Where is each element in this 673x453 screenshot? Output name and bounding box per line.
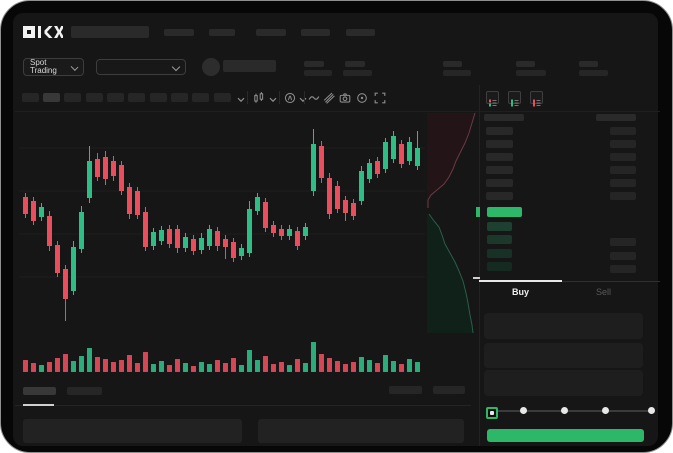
logo-adjacent-placeholder bbox=[71, 26, 149, 38]
candle-style-icon[interactable] bbox=[253, 92, 265, 104]
order-input-field[interactable] bbox=[484, 370, 643, 396]
bottom-tab[interactable] bbox=[67, 387, 102, 395]
ask-price-placeholder[interactable] bbox=[486, 153, 513, 161]
timeframe-button[interactable] bbox=[171, 93, 188, 102]
timeframe-button[interactable] bbox=[22, 93, 39, 102]
bottom-action-placeholder[interactable] bbox=[389, 386, 422, 394]
market-type-select[interactable]: Spot Trading bbox=[23, 58, 84, 76]
bottom-action-placeholder[interactable] bbox=[433, 386, 465, 394]
stat-label-placeholder bbox=[443, 61, 462, 67]
book-bids-icon[interactable] bbox=[508, 91, 521, 106]
last-price-indicator[interactable] bbox=[487, 207, 522, 217]
okx-logo-icon[interactable] bbox=[23, 25, 63, 39]
timeframe-button[interactable] bbox=[192, 93, 209, 102]
orderbook-header-placeholder bbox=[484, 114, 524, 121]
ask-price-placeholder[interactable] bbox=[486, 140, 513, 148]
ask-size-placeholder bbox=[610, 127, 636, 135]
bid-size-placeholder bbox=[610, 265, 636, 273]
stat-value-placeholder bbox=[304, 70, 332, 76]
timeframe-button[interactable] bbox=[86, 93, 103, 102]
panel-divider bbox=[479, 85, 480, 446]
ask-size-placeholder bbox=[610, 179, 636, 187]
bid-price-placeholder[interactable] bbox=[487, 249, 512, 258]
line-tool-icon[interactable] bbox=[308, 92, 320, 104]
chevron-down-icon bbox=[171, 62, 181, 71]
indicators-icon[interactable] bbox=[284, 92, 296, 104]
ask-size-placeholder bbox=[610, 166, 636, 174]
ask-price-placeholder[interactable] bbox=[486, 166, 513, 174]
ask-size-placeholder bbox=[610, 140, 636, 148]
slider-step-dot[interactable] bbox=[602, 407, 609, 414]
chart-region[interactable] bbox=[15, 111, 427, 373]
stat-label-placeholder bbox=[579, 61, 598, 67]
orderbook-header-placeholder bbox=[596, 114, 636, 121]
pair-select[interactable] bbox=[96, 59, 186, 75]
bid-price-placeholder[interactable] bbox=[487, 262, 512, 271]
bottom-divider bbox=[15, 405, 471, 406]
tabbar-divider bbox=[479, 281, 660, 282]
slider-step-dot[interactable] bbox=[561, 407, 568, 414]
tab-sell[interactable]: Sell bbox=[595, 287, 611, 297]
chevron-down-icon bbox=[70, 62, 79, 71]
stat-label-placeholder bbox=[345, 61, 365, 67]
chevron-down-icon[interactable] bbox=[267, 94, 279, 106]
bid-price-placeholder[interactable] bbox=[487, 222, 512, 231]
chevron-down-icon[interactable] bbox=[297, 94, 309, 106]
stat-value-placeholder bbox=[443, 70, 471, 76]
fullscreen-icon[interactable] bbox=[374, 92, 386, 104]
timeframe-button[interactable] bbox=[150, 93, 167, 102]
order-input-field[interactable] bbox=[484, 343, 643, 368]
ask-size-placeholder bbox=[610, 192, 636, 200]
bottom-panel-placeholder bbox=[258, 419, 464, 443]
bid-price-placeholder[interactable] bbox=[487, 235, 512, 244]
stat-value-placeholder bbox=[516, 70, 546, 76]
timeframe-button[interactable] bbox=[214, 93, 231, 102]
ask-price-placeholder[interactable] bbox=[486, 192, 513, 200]
slider-handle-selected[interactable] bbox=[486, 407, 498, 419]
pair-name-placeholder bbox=[223, 60, 276, 72]
bid-size-placeholder bbox=[610, 238, 636, 246]
slider-step-dot[interactable] bbox=[520, 407, 527, 414]
toolbar-divider bbox=[247, 91, 248, 104]
slider-track[interactable] bbox=[490, 410, 652, 412]
submit-buy-button[interactable] bbox=[487, 429, 644, 442]
nav-item-placeholder[interactable] bbox=[209, 29, 235, 36]
section-divider bbox=[15, 111, 660, 112]
nav-item-placeholder[interactable] bbox=[164, 29, 194, 36]
ask-size-placeholder bbox=[610, 153, 636, 161]
ask-price-placeholder[interactable] bbox=[486, 179, 513, 187]
toolbar-divider bbox=[279, 91, 280, 104]
settings-target-icon[interactable] bbox=[356, 92, 368, 104]
nav-item-placeholder[interactable] bbox=[346, 29, 375, 36]
active-tab-indicator bbox=[479, 280, 562, 282]
order-input-field[interactable] bbox=[484, 313, 643, 339]
coin-avatar bbox=[202, 58, 220, 76]
stat-value-placeholder bbox=[343, 70, 372, 76]
market-type-label: Spot Trading bbox=[30, 58, 57, 75]
bid-size-placeholder bbox=[610, 252, 636, 260]
bottom-tab-active[interactable] bbox=[23, 387, 56, 395]
timeframe-button[interactable] bbox=[107, 93, 124, 102]
toolbar-divider bbox=[304, 91, 305, 104]
slider-step-dot[interactable] bbox=[648, 407, 655, 414]
bottom-panel-placeholder bbox=[23, 419, 242, 443]
book-combined-icon[interactable] bbox=[486, 91, 499, 106]
stat-label-placeholder bbox=[304, 61, 324, 67]
camera-icon[interactable] bbox=[339, 92, 351, 104]
timeframe-button[interactable] bbox=[128, 93, 145, 102]
chevron-down-icon[interactable] bbox=[235, 94, 247, 106]
stat-label-placeholder bbox=[516, 61, 535, 67]
bottom-tab-underline bbox=[23, 404, 54, 406]
timeframe-button[interactable] bbox=[64, 93, 81, 102]
nav-item-placeholder[interactable] bbox=[301, 29, 330, 36]
stat-value-placeholder bbox=[579, 70, 608, 76]
ask-price-placeholder[interactable] bbox=[486, 127, 513, 135]
timeframe-button-active[interactable] bbox=[43, 93, 60, 102]
draw-tool-icon[interactable] bbox=[323, 92, 335, 104]
tab-buy[interactable]: Buy bbox=[511, 287, 529, 297]
nav-item-placeholder[interactable] bbox=[256, 29, 286, 36]
book-asks-icon[interactable] bbox=[530, 91, 543, 106]
